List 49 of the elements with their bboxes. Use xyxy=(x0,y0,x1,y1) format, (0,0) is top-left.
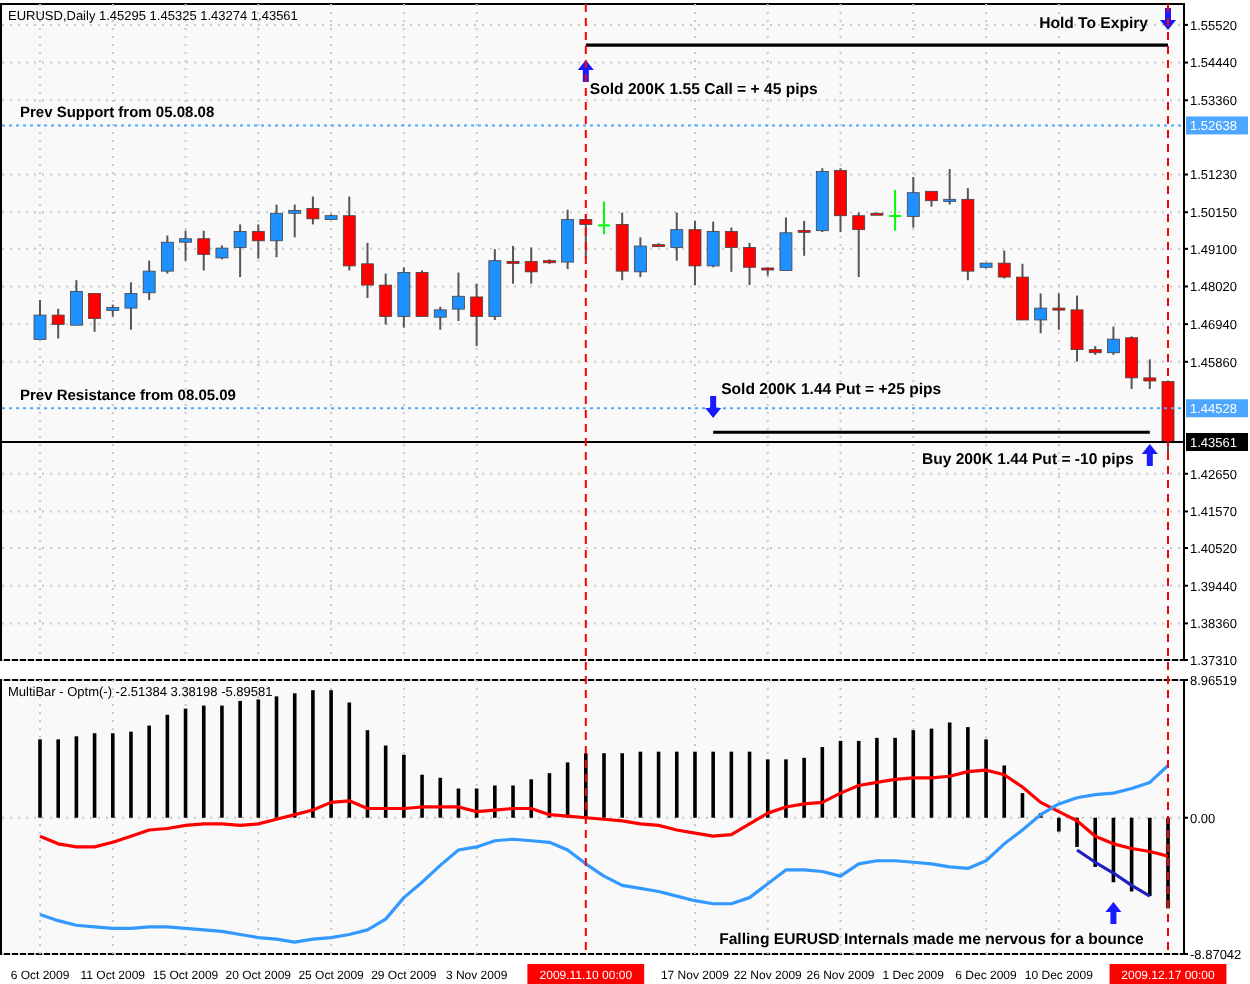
candlestick xyxy=(598,200,610,236)
candlestick xyxy=(997,249,1011,280)
candlestick xyxy=(361,241,374,299)
candlestick xyxy=(33,299,47,341)
candlestick xyxy=(1052,292,1066,331)
candlestick xyxy=(943,167,957,206)
candlestick xyxy=(470,282,484,348)
candlestick xyxy=(397,266,411,329)
candlestick xyxy=(288,203,302,239)
candlestick xyxy=(1125,335,1139,391)
candlestick xyxy=(779,216,793,272)
candlestick xyxy=(615,211,629,282)
candlestick xyxy=(834,167,847,234)
candlestick xyxy=(270,203,283,259)
candlestick xyxy=(797,219,811,257)
candlestick xyxy=(306,195,320,226)
candlestick xyxy=(1143,358,1157,391)
candlestick xyxy=(415,269,429,318)
candlestick xyxy=(889,188,902,232)
candlestick xyxy=(633,236,647,279)
candlestick xyxy=(142,259,156,302)
candlestick xyxy=(452,271,465,323)
candlestick xyxy=(852,211,866,279)
line-series xyxy=(38,763,1170,944)
candlestick xyxy=(706,220,720,269)
candlestick xyxy=(1016,262,1029,321)
candlestick xyxy=(379,272,393,326)
candlestick xyxy=(124,281,138,331)
candlestick xyxy=(1034,292,1048,335)
candlestick xyxy=(88,292,101,333)
candlestick xyxy=(69,279,83,327)
candlestick xyxy=(724,226,738,273)
candlestick xyxy=(197,229,211,272)
candlestick xyxy=(51,307,65,340)
candlestick xyxy=(561,208,575,271)
candlestick xyxy=(433,305,447,331)
candlestick xyxy=(160,234,174,275)
candlestick xyxy=(1107,325,1120,356)
candlestick xyxy=(743,241,756,287)
line-series xyxy=(1075,848,1152,898)
candlestick xyxy=(233,223,247,279)
candlestick xyxy=(506,245,520,285)
candlestick xyxy=(688,219,702,287)
candlestick xyxy=(524,246,538,285)
candlestick xyxy=(1070,294,1084,363)
candlestick xyxy=(251,223,265,260)
candlestick xyxy=(906,175,920,229)
candlestick xyxy=(670,211,684,262)
candlestick xyxy=(179,229,192,262)
